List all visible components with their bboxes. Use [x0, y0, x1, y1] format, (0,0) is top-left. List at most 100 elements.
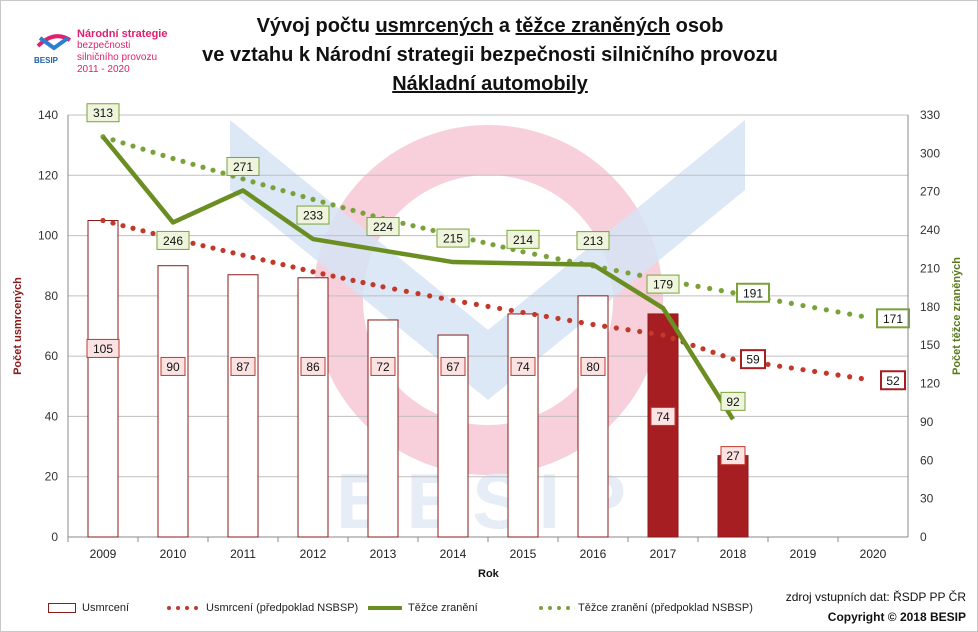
- tezce-predpoklad-dot: [300, 193, 306, 200]
- usmrceni-predpoklad-dot: [730, 356, 736, 362]
- usmrceni-predpoklad-dot: [415, 290, 421, 297]
- usmrceni-predpoklad-dot: [380, 284, 386, 290]
- tezce-predpoklad-dot: [625, 270, 631, 276]
- usmrceni-predpoklad-dot: [567, 317, 573, 324]
- tezce-predpoklad-dot: [180, 158, 186, 165]
- x-tick-label: 2014: [440, 547, 467, 561]
- usmrceni-predpoklad-dot: [100, 217, 106, 224]
- legend-label-tezce: Těžce zranění: [408, 602, 478, 614]
- tezce-value-label: 214: [513, 233, 533, 247]
- usmrceni-predpoklad-dot: [310, 269, 316, 275]
- bar-value-label-box: [86, 338, 120, 358]
- x-tick-label: 2017: [650, 547, 677, 561]
- usmrceni-predpoklad-dot: [403, 288, 409, 294]
- bar-value-label: 90: [166, 360, 180, 374]
- title-line-1: Vývoj počtu usmrcených a těžce zraněných…: [180, 12, 800, 41]
- x-tick-label: 2010: [160, 547, 187, 561]
- y-tick-label-left: 120: [38, 168, 58, 182]
- bar-value-label: 80: [586, 360, 600, 374]
- tezce-predpoklad-dot: [430, 227, 436, 234]
- tezce-predpoklad-dot: [847, 311, 853, 317]
- tezce-predpoklad-dot: [400, 220, 406, 226]
- tezce-predpoklad-dot: [718, 288, 724, 294]
- tezce-value-label: 271: [233, 160, 253, 174]
- tezce-value-label-box: [576, 231, 610, 251]
- data-labels: 105 90 87 86 72 67 74 80 74 27 313 246 271 233 224 215 2…: [86, 103, 910, 466]
- bar-value-label-box: [370, 356, 396, 376]
- usmrceni-predpoklad-dot: [392, 286, 398, 292]
- chart-title: Vývoj počtu usmrcených a těžce zraněných…: [180, 12, 800, 99]
- y-tick-label-right: 30: [920, 492, 934, 506]
- tezce-predpoklad-dot: [812, 305, 818, 311]
- bar: [367, 319, 399, 538]
- usmrceni-predpoklad-dot: [835, 372, 841, 378]
- usmrceni-predpoklad-dot: [210, 245, 216, 251]
- usmrceni-predpoklad-dot: [270, 259, 276, 265]
- tezce-predpoklad-dot: [200, 164, 206, 170]
- usmrceni-predpoklad-dot: [473, 301, 479, 307]
- legend-item-usmrceni: Usmrcení: [48, 602, 129, 614]
- tezce-predpoklad-dot: [210, 167, 216, 173]
- y-tick-label-left: 0: [51, 530, 58, 544]
- predpoklad-usmrceni-label: 52: [886, 374, 900, 388]
- usmrceni-predpoklad-dot: [710, 349, 716, 355]
- tezce-predpoklad-dot: [788, 300, 794, 307]
- legend-item-usmrceni-predpoklad: Usmrcení (předpoklad NSBSP): [166, 602, 358, 614]
- x-tick-label: 2016: [580, 547, 607, 561]
- tezce-value-label-box: [156, 230, 190, 250]
- tezce-zraneni-line: [101, 135, 735, 421]
- tezce-predpoklad-dot: [543, 253, 549, 260]
- usmrceni-predpoklad-dot: [290, 264, 296, 270]
- bar-value-label: 27: [726, 449, 740, 463]
- y-tick-label-right: 180: [920, 300, 940, 314]
- tezce-predpoklad-dot: [858, 313, 864, 319]
- usmrceni-predpoklad-dot: [260, 257, 266, 263]
- legend-swatch-dots-red: [167, 606, 198, 610]
- usmrceni-predpoklad-dot: [720, 353, 726, 359]
- tezce-predpoklad-dot: [823, 307, 829, 313]
- usmrceni-predpoklad-dot: [130, 225, 136, 231]
- bars-usmrceni: [87, 220, 749, 538]
- bar: [507, 313, 539, 538]
- tezce-predpoklad-dot: [637, 272, 643, 278]
- y-tick-label-right: 120: [920, 377, 940, 391]
- usmrceni-predpoklad-dot: [120, 223, 126, 229]
- tezce-predpoklad-dot: [683, 281, 689, 287]
- tezce-value-label: 313: [93, 106, 113, 120]
- tezce-predpoklad-dot: [835, 309, 841, 315]
- usmrceni-predpoklad-dot: [300, 266, 306, 272]
- title-part-d: těžce zraněných: [515, 15, 671, 37]
- tezce-value-label-box: [436, 228, 470, 248]
- usmrceni-predpoklad-dot: [350, 277, 356, 283]
- tezce-predpoklad-dot: [280, 188, 286, 194]
- usmrceni-predpoklad-dot: [140, 228, 146, 234]
- bar-value-label-box: [580, 356, 606, 376]
- usmrceni-predpoklad-dot: [250, 254, 256, 261]
- tezce-predpoklad-dot: [695, 283, 701, 289]
- y-tick-label-right: 60: [920, 453, 934, 467]
- usmrceni-predpoklad-dot: [320, 271, 326, 277]
- x-tick-label: 2013: [370, 547, 397, 561]
- tezce-predpoklad-dot: [160, 152, 166, 158]
- usmrceni-predpoklad-dot: [648, 330, 654, 336]
- bar-value-label: 86: [306, 360, 320, 374]
- usmrceni-predpoklad-dot: [660, 332, 666, 338]
- watermark-chevron: [230, 120, 745, 400]
- legend-label-usmrceni-predpoklad: Usmrcení (předpoklad NSBSP): [206, 602, 359, 614]
- y-tick-label-left: 20: [45, 470, 59, 484]
- bar-value-label-box: [230, 356, 256, 376]
- predpoklad-usmrceni-label: 59: [746, 353, 760, 367]
- tezce-predpoklad-dot: [250, 179, 256, 185]
- usmrceni-predpoklad-dot: [858, 375, 864, 382]
- y-tick-label-right: 330: [920, 108, 940, 122]
- y-tick-label-right: 0: [920, 530, 927, 544]
- title-part-c: a: [493, 15, 516, 37]
- x-tick-label: 2018: [720, 547, 747, 561]
- tezce-value-label: 92: [726, 395, 740, 409]
- x-tick-label: 2020: [860, 547, 887, 561]
- tezce-predpoklad-dot: [320, 199, 326, 205]
- usmrceni-predpoklad-dot: [812, 368, 818, 375]
- tezce-predpoklad-dot: [470, 237, 476, 243]
- legend-label-tezce-predpoklad: Těžce zranění (předpoklad NSBSP): [578, 602, 753, 614]
- title-part-a: Vývoj počtu: [256, 15, 376, 37]
